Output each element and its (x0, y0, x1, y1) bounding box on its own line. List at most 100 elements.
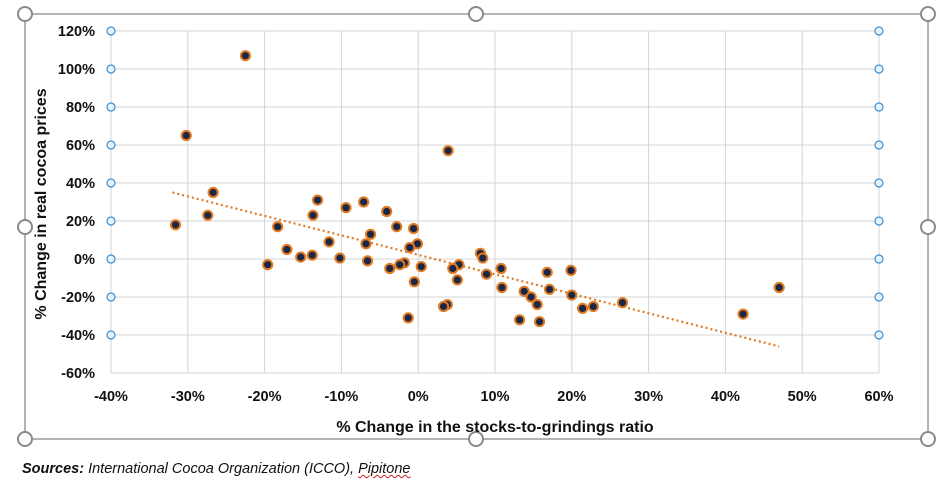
scatter-point[interactable] (307, 209, 319, 221)
y-tick-label: 100% (58, 62, 95, 78)
x-tick-label: 60% (864, 389, 893, 405)
series-selection-handle[interactable] (874, 102, 884, 112)
scatter-point[interactable] (543, 283, 556, 295)
scatter-point[interactable] (408, 276, 420, 288)
gridlines (110, 30, 880, 374)
sources-label: Sources: (22, 461, 85, 477)
y-tick-label: 120% (58, 24, 95, 40)
resize-handle[interactable] (920, 219, 936, 235)
scatter-point[interactable] (531, 299, 543, 311)
scatter-point[interactable] (495, 262, 507, 275)
resize-handle[interactable] (17, 431, 33, 447)
scatter-point[interactable] (295, 251, 307, 263)
x-tick-label: -40% (94, 389, 128, 405)
scatter-point[interactable] (541, 266, 553, 278)
scatter-point[interactable] (311, 194, 324, 206)
sources-author: Pipitone (358, 461, 411, 477)
scatter-point[interactable] (565, 264, 577, 276)
scatter-point[interactable] (361, 255, 374, 267)
resize-handle[interactable] (17, 219, 33, 235)
scatter-point[interactable] (407, 223, 420, 235)
sources-note: Sources: International Cocoa Organizatio… (22, 461, 410, 477)
scatter-point[interactable] (773, 281, 785, 294)
scatter-point[interactable] (402, 312, 414, 324)
series-selection-handle[interactable] (106, 254, 116, 264)
series-selection-handle[interactable] (106, 178, 116, 188)
series-selection-handle[interactable] (106, 292, 116, 302)
series-selection-handle[interactable] (106, 140, 116, 150)
scatter-point[interactable] (334, 252, 346, 264)
scatter-point[interactable] (364, 228, 377, 240)
y-tick-label: 80% (66, 100, 95, 116)
scatter-point[interactable] (513, 314, 526, 326)
x-tick-label: 10% (480, 389, 509, 405)
series-selection-handle[interactable] (106, 64, 116, 74)
x-tick-label: 0% (408, 389, 429, 405)
x-tick-label: 20% (557, 389, 586, 405)
scatter-point[interactable] (447, 262, 459, 275)
scatter-point[interactable] (323, 236, 335, 248)
x-tick-label: 40% (711, 389, 740, 405)
scatter-point[interactable] (525, 291, 537, 303)
y-tick-label: 0% (74, 252, 95, 268)
scatter-point[interactable] (360, 238, 372, 250)
scatter-point[interactable] (272, 221, 284, 233)
x-tick-label: -30% (171, 389, 205, 405)
scatter-point[interactable] (306, 249, 318, 261)
scatter-point[interactable] (442, 145, 454, 157)
series-selection-handle[interactable] (874, 178, 884, 188)
scatter-point[interactable] (587, 300, 599, 313)
scatter-point[interactable] (381, 205, 393, 218)
scatter-point[interactable] (384, 262, 396, 275)
scatter-point[interactable] (180, 129, 192, 142)
series-selection-handle[interactable] (874, 216, 884, 226)
x-tick-label: -10% (324, 389, 358, 405)
y-tick-label: -40% (61, 328, 95, 344)
series-selection-handle[interactable] (106, 102, 116, 112)
scatter-point[interactable] (239, 50, 251, 62)
resize-handle[interactable] (920, 431, 936, 447)
scatter-point[interactable] (566, 289, 578, 301)
scatter-point[interactable] (451, 274, 463, 286)
y-axis-title: % Change in real cocoa prices (33, 88, 50, 319)
scatter-point[interactable] (281, 243, 293, 256)
series-selection-handle[interactable] (874, 254, 884, 264)
scatter-point[interactable] (202, 209, 214, 221)
scatter-point[interactable] (533, 316, 546, 328)
series-selection-handle[interactable] (874, 140, 884, 150)
scatter-point[interactable] (576, 302, 589, 314)
x-tick-label: 30% (634, 389, 663, 405)
scatter-point[interactable] (616, 297, 629, 309)
series-selection-handle[interactable] (874, 64, 884, 74)
series-selection-handle[interactable] (874, 292, 884, 302)
scatter-point[interactable] (737, 308, 749, 320)
chart-selection-frame[interactable] (24, 13, 929, 440)
scatter-point[interactable] (358, 196, 370, 208)
series-selection-handle[interactable] (874, 330, 884, 340)
scatter-point[interactable] (480, 268, 493, 280)
scatter-point[interactable] (477, 252, 489, 264)
scatter-point[interactable] (340, 202, 352, 214)
scatter-point[interactable] (415, 261, 427, 273)
scatter-point[interactable] (496, 281, 508, 294)
series-selection-handle[interactable] (106, 330, 116, 340)
series-selection-handle[interactable] (106, 26, 116, 36)
resize-handle[interactable] (468, 6, 484, 22)
resize-handle[interactable] (468, 431, 484, 447)
scatter-point[interactable] (207, 186, 219, 199)
resize-handle[interactable] (920, 6, 936, 22)
series-selection-handle[interactable] (106, 216, 116, 226)
scatter-point[interactable] (518, 285, 530, 297)
series-selection-handle[interactable] (874, 26, 884, 36)
scatter-point[interactable] (391, 221, 403, 233)
scatter-point[interactable] (169, 219, 182, 231)
scatter-point[interactable] (394, 259, 406, 271)
y-tick-label: -60% (61, 366, 95, 382)
scatter-point[interactable] (262, 259, 274, 271)
x-axis-title: % Change in the stocks-to-grindings rati… (336, 419, 654, 436)
y-tick-label: 20% (66, 214, 95, 230)
resize-handle[interactable] (17, 6, 33, 22)
scatter-point[interactable] (404, 242, 416, 254)
scatter-point[interactable] (437, 300, 450, 313)
